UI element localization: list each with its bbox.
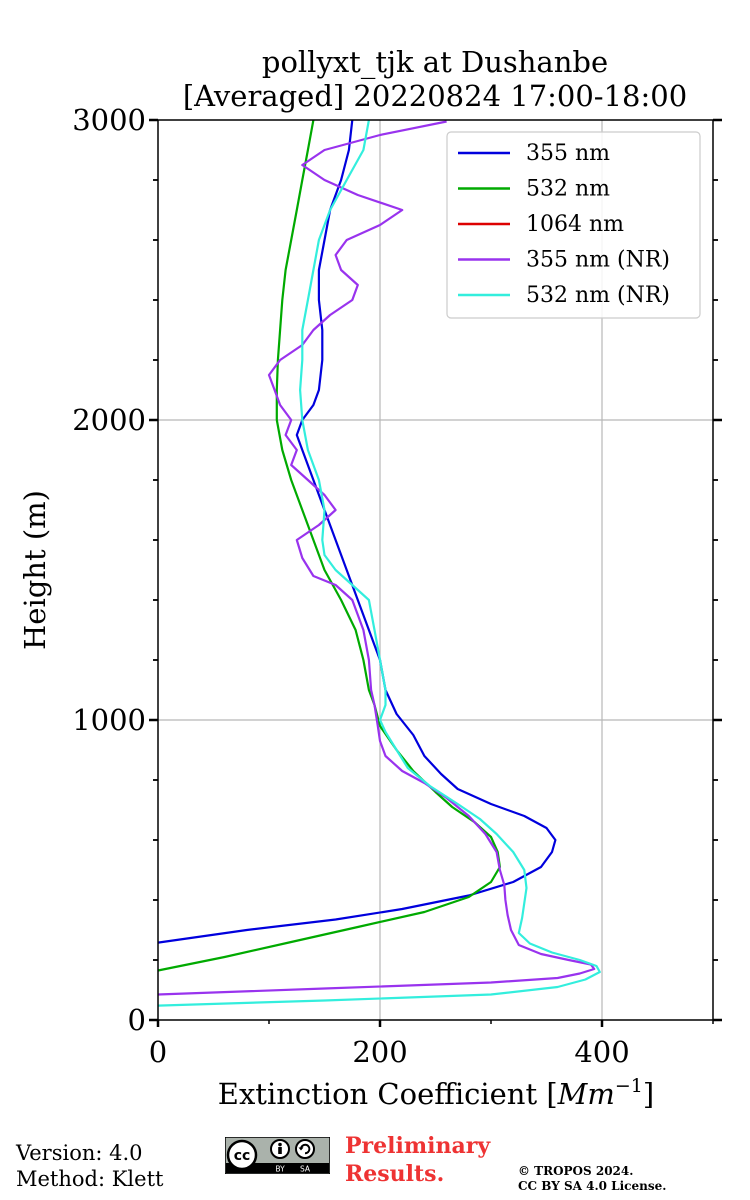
extinction-chart: 0 200 400 0 1000 2000 3000 pollyxt_tjk at Dush… <box>18 45 722 1111</box>
cc-icon-text: cc <box>234 1148 251 1164</box>
series-line-532-nm-nr- <box>157 119 601 1007</box>
cc-by-sa-license-badge: cc BY SA <box>225 1137 330 1174</box>
preliminary-line-1: Preliminary <box>345 1133 491 1159</box>
copyright-line-1: © TROPOS 2024. <box>518 1164 634 1178</box>
preliminary-results-note: Preliminary Results. <box>345 1132 490 1188</box>
x-axis-label-main: Extinction Coefficient [ <box>218 1077 558 1111</box>
y-axis-label: Height (m) <box>18 490 52 650</box>
share-alike-icon <box>295 1139 315 1159</box>
y-tick-label: 0 <box>128 1003 146 1037</box>
y-tick-label: 2000 <box>72 403 146 437</box>
sa-label: SA <box>300 1165 311 1174</box>
legend-label: 355 nm <box>526 141 610 166</box>
x-axis-label-unit: Mm <box>557 1077 615 1111</box>
y-tick-label: 3000 <box>72 103 146 137</box>
version-label: Version: 4.0 <box>16 1141 143 1165</box>
x-tick-label: 400 <box>574 1035 629 1069</box>
plot-frame <box>157 119 714 1021</box>
x-axis-label-end: ] <box>643 1077 654 1111</box>
legend-label: 532 nm <box>526 177 610 202</box>
version-info: Version: 4.0 Method: Klett <box>16 1140 163 1192</box>
copyright-note: © TROPOS 2024. CC BY SA 4.0 License. <box>518 1164 666 1194</box>
x-axis-label-exponent: −1 <box>615 1075 643 1097</box>
by-label: BY <box>275 1165 285 1174</box>
chart-title-line-2: [Averaged] 20220824 17:00-18:00 <box>183 79 687 113</box>
method-label: Method: Klett <box>16 1167 164 1191</box>
legend: 355 nm 532 nm 1064 nm 355 nm (NR) 532 nm (NR… <box>446 131 701 319</box>
legend-label: 355 nm (NR) <box>526 248 670 273</box>
cc-icon <box>226 1139 258 1171</box>
y-tick-label: 1000 <box>72 703 146 737</box>
series-line-355-nm <box>157 119 557 944</box>
series-line-532-nm <box>157 119 501 972</box>
legend-label: 532 nm (NR) <box>526 283 670 308</box>
axes: 0 200 400 0 1000 2000 3000 <box>72 103 722 1069</box>
preliminary-line-2: Results. <box>345 1161 445 1187</box>
legend-box <box>446 131 701 319</box>
copyright-line-2: CC BY SA 4.0 License. <box>518 1179 667 1193</box>
x-axis-label: Extinction Coefficient [Mm−1] <box>218 1075 654 1111</box>
series-line-355-nm-nr- <box>157 120 596 996</box>
chart-title-line-1: pollyxt_tjk at Dushanbe <box>262 45 608 80</box>
series-layer <box>157 119 601 1007</box>
x-tick-label: 200 <box>352 1035 407 1069</box>
legend-label: 1064 nm <box>526 212 624 237</box>
x-tick-label: 0 <box>149 1035 167 1069</box>
